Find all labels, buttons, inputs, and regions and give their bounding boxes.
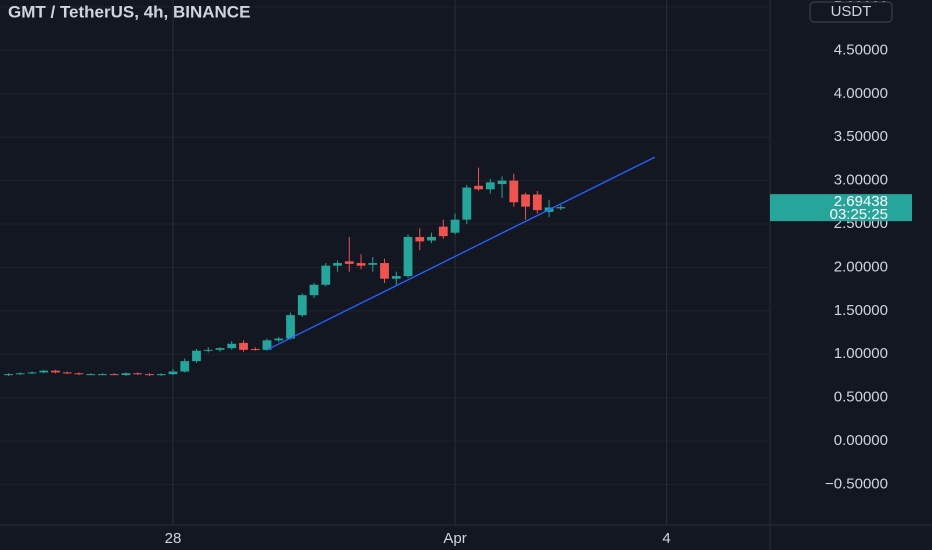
candle-body xyxy=(250,348,260,350)
candle-body xyxy=(497,180,507,185)
y-tick-label: 1.50000 xyxy=(834,302,888,319)
candle-body xyxy=(109,374,119,376)
candle-body xyxy=(74,373,84,375)
last-price-label: 2.69438 xyxy=(834,193,888,210)
candle-body xyxy=(415,237,425,242)
candle-body xyxy=(145,374,154,376)
candle-body xyxy=(15,373,25,375)
candle-body xyxy=(274,338,284,341)
y-tick-label: −0.50000 xyxy=(825,475,888,492)
y-tick-label: 3.00000 xyxy=(834,172,888,189)
countdown-label: 03:25:25 xyxy=(830,206,888,223)
currency-badge[interactable] xyxy=(809,1,893,23)
candle-body xyxy=(192,350,201,362)
candle-body xyxy=(356,263,366,266)
y-tick-label: 3.50000 xyxy=(834,128,888,145)
y-tick-label: 4.00000 xyxy=(834,85,888,102)
last-price-badge xyxy=(770,194,912,222)
currency-label[interactable]: USDT xyxy=(831,3,872,20)
candle-body xyxy=(321,265,331,285)
candle-body xyxy=(262,340,272,350)
y-tick-label: 0.50000 xyxy=(834,389,888,406)
candle-body xyxy=(380,263,389,279)
candle-body xyxy=(485,182,495,190)
candle-body xyxy=(215,348,225,350)
candle-body xyxy=(427,237,436,241)
candle-body xyxy=(556,207,566,209)
candle-body xyxy=(133,373,143,375)
y-tick-label: 2.00000 xyxy=(834,258,888,275)
candle-body xyxy=(450,219,460,233)
trendline xyxy=(266,156,656,351)
candle-body xyxy=(86,374,96,376)
candle-body xyxy=(156,374,166,376)
y-tick-label: 4.50000 xyxy=(834,41,888,58)
candle-body xyxy=(203,349,213,351)
candle-body xyxy=(403,237,413,277)
y-tick-label: 1.00000 xyxy=(834,345,888,362)
candle-body xyxy=(521,194,530,207)
candle-body xyxy=(4,374,13,376)
candle-body xyxy=(27,372,37,374)
candle-body xyxy=(39,370,49,373)
candle-body xyxy=(239,342,248,350)
y-tick-label: 0.00000 xyxy=(834,432,888,449)
candle-body xyxy=(297,295,307,316)
candle-body xyxy=(509,180,519,203)
candle-body xyxy=(462,187,472,220)
candle-body xyxy=(474,185,483,190)
chart-title: GMT / TetherUS, 4h, BINANCE xyxy=(8,2,250,21)
candle-body xyxy=(391,276,401,279)
candle-body xyxy=(121,373,131,376)
candle-body xyxy=(532,194,542,211)
x-tick-label: Apr xyxy=(443,530,466,547)
candle-body xyxy=(227,343,237,349)
candle-body xyxy=(344,261,354,264)
candle-body xyxy=(168,371,178,375)
candle-body xyxy=(180,361,190,372)
candle-body xyxy=(62,372,72,374)
candle-body xyxy=(333,263,342,266)
candle-body xyxy=(286,315,295,339)
x-tick-label: 4 xyxy=(662,530,670,547)
candle-body xyxy=(51,370,60,373)
candle-body xyxy=(368,263,378,265)
candle-body xyxy=(98,374,107,376)
x-tick-label: 28 xyxy=(165,530,182,547)
candle-body xyxy=(309,284,319,296)
candle-body xyxy=(438,226,448,237)
